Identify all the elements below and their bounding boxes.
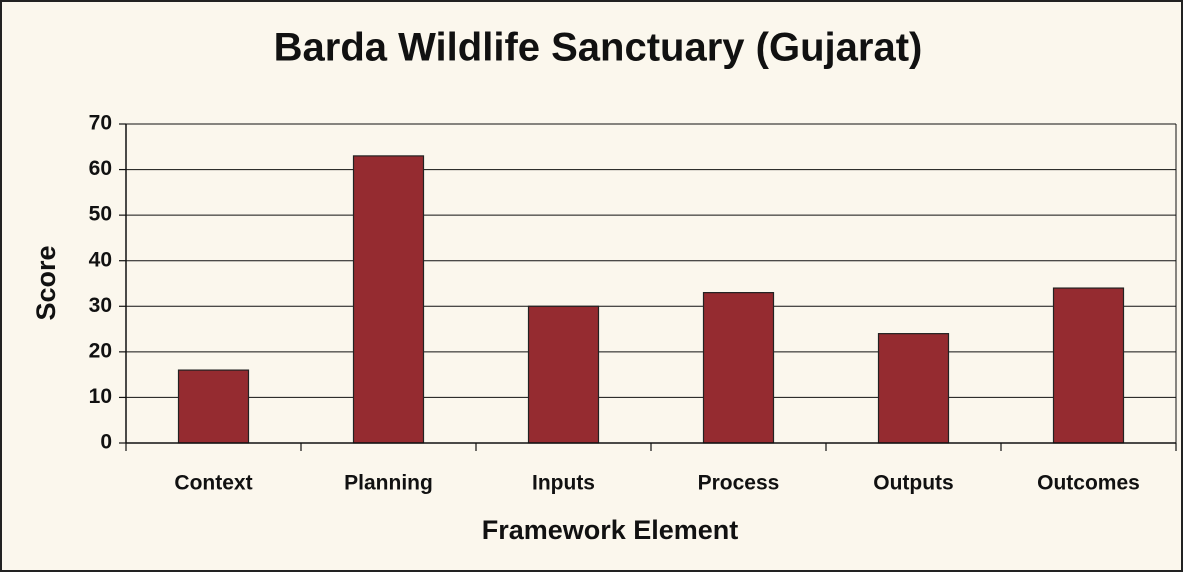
x-tick-label: Process (698, 472, 780, 495)
x-tick-label: Planning (344, 472, 433, 495)
x-tick-label: Outputs (873, 472, 953, 495)
x-tick-label: Inputs (532, 472, 595, 495)
chart-title: Barda Wildlife Sanctuary (Gujarat) (274, 26, 923, 70)
y-tick-label: 60 (89, 157, 112, 180)
y-axis-label: Score (31, 245, 61, 320)
x-axis-label: Framework Element (482, 515, 739, 545)
y-tick-label: 20 (89, 339, 112, 362)
y-tick-label: 50 (89, 203, 112, 226)
y-tick-label: 70 (89, 112, 112, 135)
bar (877, 333, 950, 444)
y-tick-label: 30 (89, 294, 112, 317)
bar (352, 155, 425, 444)
x-tick-label: Context (174, 472, 252, 495)
y-tick-label: 40 (89, 248, 112, 271)
y-tick-label: 0 (100, 431, 112, 454)
y-tick-label: 10 (89, 385, 112, 408)
x-tick-label: Outcomes (1037, 472, 1140, 495)
bar (702, 292, 775, 444)
bar (1052, 287, 1125, 444)
bar (177, 369, 250, 444)
bar (527, 305, 600, 444)
